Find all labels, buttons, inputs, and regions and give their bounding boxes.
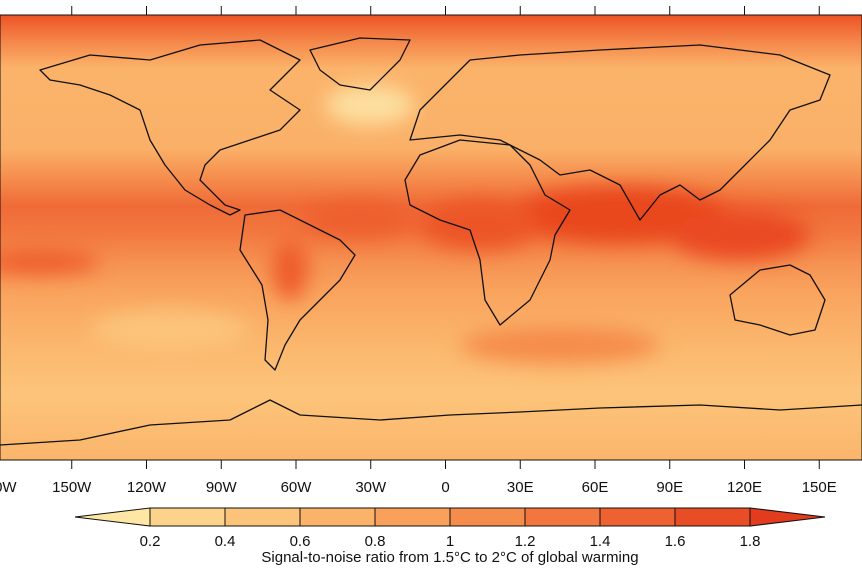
coastlines	[0, 37, 862, 446]
colorbar-end	[749, 507, 826, 527]
africa	[404, 139, 571, 326]
colorbar-tick-label: 1.4	[590, 533, 611, 550]
colorbar-tick-label: 1.2	[515, 533, 536, 550]
longitude-label: 30W	[355, 479, 387, 496]
colorbar-end	[74, 507, 151, 527]
longitude-label: 30E	[507, 479, 534, 496]
colorbar-tick-label: 0.6	[290, 533, 311, 550]
longitude-label: 0	[441, 479, 449, 496]
longitude-label: 60E	[582, 479, 609, 496]
longitude-label: 90E	[656, 479, 683, 496]
colorbar-tick-label: 0.4	[215, 533, 236, 550]
longitude-label: 60W	[281, 479, 313, 496]
eurasia	[409, 44, 831, 221]
greenland	[309, 37, 411, 91]
longitude-label: 150W	[52, 479, 92, 496]
antarctica	[0, 399, 862, 446]
map-area	[0, 15, 862, 460]
colorbar-tick-label: 1	[446, 533, 454, 550]
colorbar-segment	[149, 507, 226, 527]
colorbar-tick-label: 0.2	[140, 533, 161, 550]
south-america	[239, 209, 356, 371]
longitude-axis: 180W 150W 120W 90W 60W 30W 0 30E 60E 90E 120E 150E	[0, 6, 837, 496]
colorbar-tick-label: 1.8	[740, 533, 761, 550]
colorbar-segment	[299, 507, 376, 527]
australia	[729, 264, 826, 336]
longitude-label: 180W	[0, 479, 17, 496]
north-america	[39, 39, 301, 216]
longitude-label: 150E	[802, 479, 837, 496]
colorbar-segment	[524, 507, 601, 527]
colorbar-segment	[449, 507, 526, 527]
colorbar-tick-label: 1.6	[665, 533, 686, 550]
field-patches	[0, 85, 810, 363]
colorbar-tick-label: 0.8	[365, 533, 386, 550]
colorbar-label: Signal-to-noise ratio from 1.5°C to 2°C …	[261, 549, 638, 566]
colorbar-segment	[599, 507, 676, 527]
longitude-label: 120W	[127, 479, 167, 496]
map-frame	[0, 14, 862, 461]
colorbar-segment	[674, 507, 751, 527]
longitude-label: 90W	[206, 479, 238, 496]
colorbar-segment	[224, 507, 301, 527]
colorbar: 0.2 0.4 0.6 0.8 1 1.2 1.4 1.6 1.8	[74, 507, 826, 550]
longitude-label: 120E	[727, 479, 762, 496]
colorbar-segment	[374, 507, 451, 527]
